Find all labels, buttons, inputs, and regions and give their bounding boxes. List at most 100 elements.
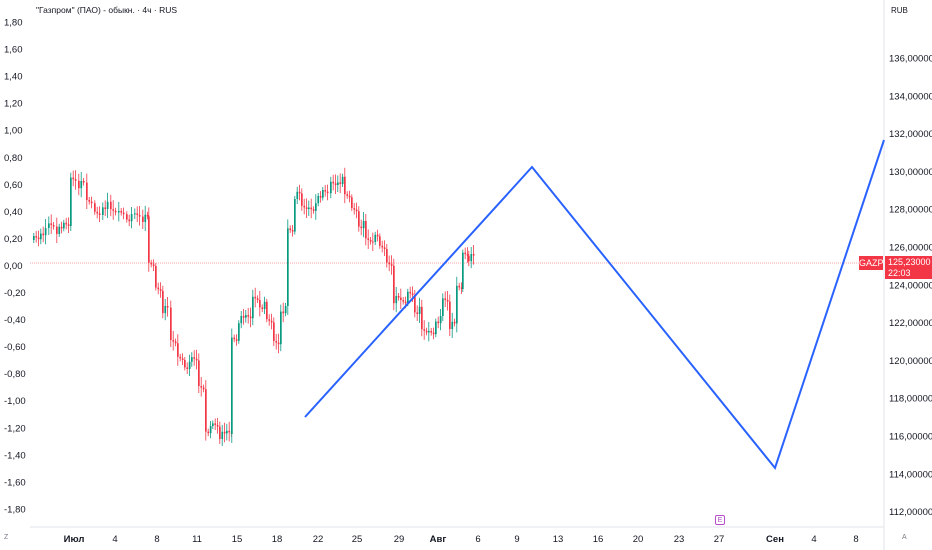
candle-body — [146, 214, 149, 217]
candle-body — [216, 425, 219, 427]
candle-body — [383, 247, 386, 249]
candle-body — [90, 201, 93, 204]
candle-body — [50, 223, 53, 225]
left-axis-tick: -0,60 — [4, 342, 26, 353]
right-axis-tick: 124,00000 — [889, 280, 932, 291]
right-axis-tick: 136,00000 — [889, 54, 932, 65]
candle-body — [134, 213, 136, 215]
candle-body — [326, 191, 329, 194]
candle-body — [472, 254, 475, 256]
zoom-corner-button[interactable]: Z — [4, 534, 9, 541]
candle-body — [470, 254, 473, 262]
candle-body — [67, 224, 70, 226]
candle-body — [439, 316, 442, 324]
candle-body — [453, 321, 456, 324]
candle-body — [52, 225, 55, 227]
time-axis-tick: 16 — [593, 534, 604, 545]
candle-body — [393, 265, 395, 304]
candle-body — [233, 337, 236, 340]
candlestick-series[interactable] — [33, 167, 475, 446]
candle-body — [37, 237, 40, 240]
time-axis-tick: 9 — [514, 534, 519, 545]
right-axis[interactable]: 136,00000 134,00000 132,00000 130,00000 128,… — [889, 54, 932, 519]
right-axis-tick: 122,00000 — [889, 318, 932, 329]
candle-body — [386, 249, 388, 263]
candle-body — [319, 196, 322, 198]
candle-body — [130, 214, 133, 222]
candle-body — [464, 252, 467, 255]
candle-body — [351, 197, 353, 208]
candle-body — [395, 296, 398, 304]
time-axis-tick: Авг — [430, 534, 447, 545]
last-price-value: 125,23000 — [888, 257, 931, 267]
candle-body — [252, 296, 254, 319]
candle-body — [446, 300, 449, 302]
time-axis-tick: 25 — [352, 534, 363, 545]
candle-body — [240, 316, 243, 324]
candle-body — [456, 285, 458, 324]
candle-body — [242, 316, 245, 318]
candle-body — [164, 306, 167, 314]
auto-scale-button[interactable]: A — [902, 534, 907, 541]
candle-body — [268, 319, 271, 321]
candle-body — [437, 321, 440, 324]
earnings-marker-icon[interactable]: E — [715, 515, 725, 525]
candle-body — [191, 357, 193, 362]
candle-body — [348, 195, 351, 198]
candle-body — [195, 358, 198, 361]
candle-body — [184, 360, 186, 368]
candle-body — [78, 180, 80, 189]
candle-body — [226, 430, 228, 434]
candle-body — [402, 300, 405, 302]
candle-body — [136, 213, 139, 215]
left-axis-tick: 0,80 — [4, 153, 23, 164]
time-axis-tick: Сен — [766, 534, 784, 545]
candle-body — [96, 211, 99, 214]
candle-body — [332, 181, 335, 184]
left-axis-tick: 1,00 — [4, 126, 23, 137]
currency-label[interactable]: RUB — [891, 6, 908, 15]
time-axis[interactable]: Июл 4 8 11 15 18 22 25 29 Авг 6 9 13 16 20 23 27 Сен 4 8 — [64, 534, 859, 545]
candle-body — [223, 431, 226, 434]
candle-body — [40, 233, 42, 240]
symbol-title[interactable]: "Газпром" (ПАО) - обыкн. · 4ч · RUS — [36, 5, 178, 15]
candle-body — [404, 301, 407, 304]
candle-body — [152, 264, 155, 266]
candle-body — [282, 311, 285, 314]
candle-body — [346, 194, 349, 196]
time-axis-tick: 6 — [475, 534, 480, 545]
candle-body — [367, 238, 370, 240]
candle-body — [80, 181, 83, 189]
candle-body — [458, 285, 461, 288]
time-axis-tick: 27 — [714, 534, 725, 545]
candle-body — [284, 306, 287, 314]
candle-body — [423, 329, 426, 331]
candle-body — [462, 252, 464, 289]
left-axis-tick: 0,20 — [4, 234, 23, 245]
candle-body — [200, 386, 203, 388]
left-axis[interactable]: 1,80 1,60 1,40 1,20 1,00 0,80 0,60 0,40 0,20 0,00… — [4, 18, 26, 516]
candle-body — [231, 337, 233, 434]
candle-body — [126, 214, 128, 220]
candle-body — [33, 236, 35, 240]
candle-body — [63, 222, 65, 229]
candle-body — [376, 234, 379, 237]
candle-body — [138, 215, 141, 217]
candle-body — [322, 190, 324, 198]
candle-body — [235, 339, 238, 341]
candle-body — [341, 176, 344, 184]
candle-body — [312, 209, 315, 211]
right-axis-tick: 128,00000 — [889, 205, 932, 216]
trend-drawing[interactable] — [304, 139, 885, 471]
candle-body — [435, 321, 437, 335]
candle-body — [209, 426, 212, 434]
right-axis-tick: 120,00000 — [889, 356, 932, 367]
candle-body — [58, 226, 61, 234]
candle-body — [249, 316, 252, 319]
candle-body — [86, 182, 88, 200]
left-axis-tick: 1,40 — [4, 72, 23, 83]
candle-body — [303, 205, 306, 208]
candle-body — [157, 287, 160, 290]
candle-body — [82, 181, 85, 183]
